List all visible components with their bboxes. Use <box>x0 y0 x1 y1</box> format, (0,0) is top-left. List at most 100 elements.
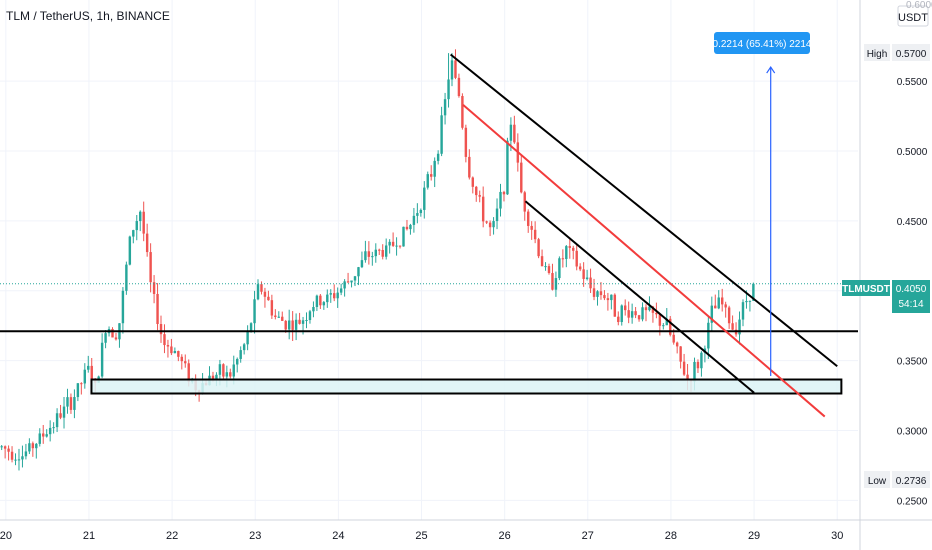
candle-body <box>139 211 142 222</box>
candle-body <box>537 239 540 257</box>
x-tick-label: 22 <box>166 530 178 542</box>
candle-body <box>475 186 478 196</box>
x-tick-label: 25 <box>415 530 427 542</box>
candle-body <box>242 344 246 351</box>
candle-body <box>696 361 700 369</box>
candle-body <box>177 351 180 357</box>
candle-body <box>343 281 346 289</box>
candle-body <box>405 226 409 230</box>
candle-body <box>38 433 41 444</box>
x-tick-label: 28 <box>665 530 677 542</box>
candle-body <box>104 333 107 343</box>
candle-body <box>10 451 14 460</box>
candle-body <box>655 312 658 315</box>
candle-body <box>378 249 381 251</box>
candle-body <box>388 241 391 246</box>
grid-lines <box>0 0 858 520</box>
candle-body <box>658 314 662 326</box>
candle-body <box>308 311 312 321</box>
candle-body <box>374 249 378 257</box>
candle-body <box>523 192 526 212</box>
candle-body <box>506 140 509 195</box>
candle-body <box>159 324 163 335</box>
candle-body <box>391 241 395 246</box>
cut-off-top-price: 0.6000 <box>906 0 932 11</box>
candle-body <box>66 397 69 407</box>
candle-body <box>291 320 294 330</box>
candle-body <box>613 294 617 317</box>
candle-body <box>426 174 429 188</box>
candle-body <box>433 160 436 177</box>
candle-body <box>73 397 76 410</box>
candle-body <box>35 443 38 449</box>
candle-body <box>561 258 565 260</box>
candle-body <box>686 374 689 381</box>
candle-body <box>637 315 641 320</box>
candle-body <box>346 281 350 283</box>
candle-body <box>440 115 443 154</box>
candle-body <box>464 127 468 157</box>
candle-body <box>333 293 336 299</box>
candle-body <box>125 264 128 291</box>
candle-body <box>211 375 215 380</box>
candle-body <box>478 195 481 197</box>
candle-body <box>218 364 222 375</box>
candle-body <box>585 277 589 279</box>
last-price-tag-bg <box>892 280 930 313</box>
candle-body <box>648 306 651 311</box>
candle-body <box>447 79 450 100</box>
candle-body <box>270 300 274 316</box>
candle-body <box>222 364 225 377</box>
candle-body <box>350 280 353 283</box>
candle-body <box>263 291 267 297</box>
candle-body <box>114 337 118 340</box>
candle-body <box>558 258 561 279</box>
candle-body <box>156 293 159 325</box>
measure-label-bg <box>714 32 810 54</box>
candle-body <box>52 427 55 429</box>
candle-body <box>21 456 24 460</box>
x-tick-label: 27 <box>582 530 594 542</box>
candle-body <box>672 334 675 343</box>
candle-body <box>468 156 471 178</box>
candle-body <box>42 433 45 437</box>
candle-body <box>606 298 610 301</box>
candle-body <box>294 319 298 330</box>
candle-body <box>610 294 613 301</box>
candle-body <box>215 374 218 380</box>
candle-body <box>284 320 287 330</box>
candle-body <box>620 305 623 323</box>
candle-body <box>249 323 253 332</box>
candle-body <box>298 319 301 324</box>
candle-body <box>710 305 714 323</box>
candle-body <box>398 245 402 247</box>
candle-body <box>436 153 440 161</box>
trend-drawings <box>0 53 858 418</box>
candle-body <box>7 448 10 452</box>
candle-body <box>568 246 571 248</box>
candle-body <box>326 294 329 303</box>
candle-body <box>180 356 184 362</box>
candle-body <box>173 351 177 354</box>
candle-body <box>454 60 457 78</box>
candle-body <box>381 249 384 257</box>
candle-body <box>727 307 731 324</box>
candle-body <box>336 292 339 299</box>
candle-body <box>0 446 3 448</box>
candle-body <box>530 225 533 230</box>
candle-body <box>274 315 277 317</box>
low-value: 0.2736 <box>896 476 927 487</box>
candle-body <box>232 364 235 377</box>
candle-body <box>184 361 187 364</box>
unit-button[interactable] <box>897 5 929 27</box>
candle-body <box>28 443 31 452</box>
candle-body <box>253 299 256 324</box>
candle-body <box>229 372 232 377</box>
low-tag: Low <box>868 476 887 487</box>
candle-body <box>135 221 138 231</box>
candle-body <box>575 250 578 267</box>
candle-body <box>717 297 720 309</box>
high-tag-bg <box>864 44 890 61</box>
